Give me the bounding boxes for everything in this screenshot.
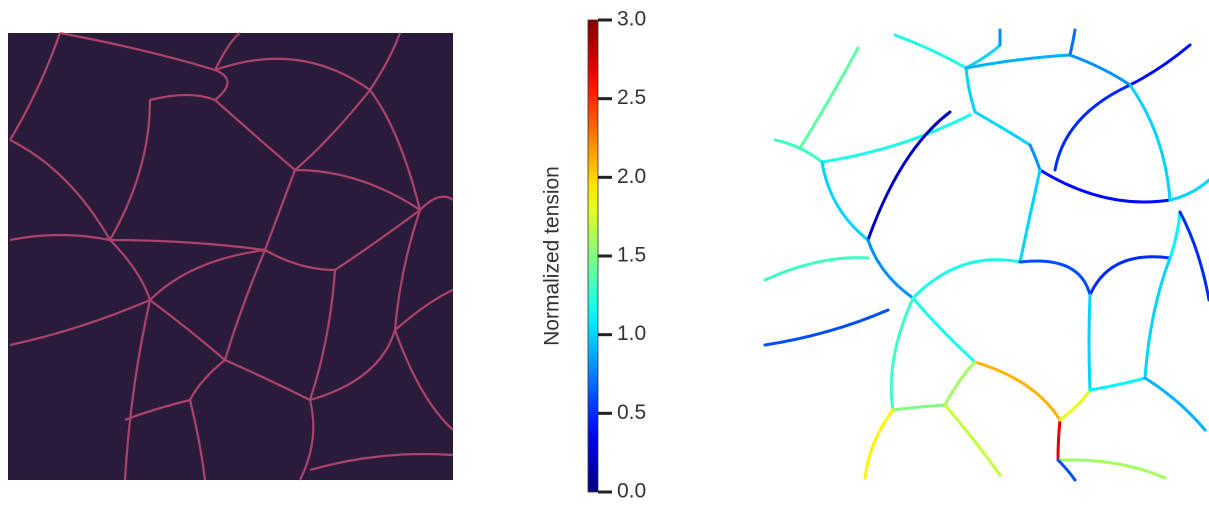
network-edge bbox=[893, 405, 945, 410]
network-edge bbox=[1070, 30, 1075, 55]
network-edge bbox=[765, 310, 888, 345]
network-edge bbox=[1055, 85, 1130, 170]
colorbar-tick-label: 1.0 bbox=[617, 322, 646, 345]
colorbar-tick-label: 3.0 bbox=[617, 8, 646, 31]
network-edge bbox=[966, 55, 1070, 68]
network-edge bbox=[891, 298, 913, 410]
network-edge bbox=[966, 68, 975, 112]
network-edge bbox=[1058, 460, 1165, 478]
network-edge bbox=[1090, 257, 1170, 295]
network-edge bbox=[1090, 378, 1145, 390]
network-edge bbox=[975, 112, 1030, 145]
colorbar-tick-label: 2.0 bbox=[617, 165, 646, 188]
network-edge bbox=[822, 162, 868, 240]
network-edge bbox=[865, 410, 893, 478]
network-edge bbox=[775, 140, 822, 162]
network-edge bbox=[765, 258, 868, 280]
network-edge bbox=[1058, 460, 1075, 480]
network-edge bbox=[1130, 85, 1170, 200]
network-edge bbox=[1020, 261, 1090, 295]
network-edge bbox=[1020, 170, 1040, 262]
network-edge bbox=[1040, 170, 1170, 202]
network-edge bbox=[868, 240, 913, 298]
network-edge bbox=[913, 260, 1020, 298]
network-edge bbox=[895, 35, 966, 68]
network-edge bbox=[1030, 145, 1040, 170]
network-edge bbox=[1145, 378, 1205, 430]
network-edge bbox=[975, 362, 1060, 420]
colorbar-tick-label: 1.5 bbox=[617, 244, 646, 267]
network-edge bbox=[1130, 45, 1190, 85]
colorbar-tick-label: 0.5 bbox=[617, 401, 646, 424]
network-edge bbox=[822, 115, 970, 162]
colorbar-label: Normalized tension bbox=[541, 166, 564, 346]
network-edge bbox=[1060, 390, 1090, 420]
microscopy-image bbox=[8, 33, 453, 480]
network-edge bbox=[1170, 180, 1209, 200]
network-edge bbox=[945, 405, 1000, 475]
colorbar-tick-label: 0.0 bbox=[617, 480, 646, 503]
network-edge bbox=[1145, 258, 1170, 378]
network-edge bbox=[1070, 55, 1130, 85]
figure: Normalized tension 0.0 0.5 1.0 1.5 2.0 2.5 3.0 bbox=[0, 0, 1209, 508]
network-edge bbox=[1180, 212, 1209, 300]
network-edge bbox=[945, 362, 975, 405]
colorbar bbox=[588, 20, 598, 492]
network-edge bbox=[1170, 212, 1180, 258]
network-edge bbox=[913, 298, 975, 362]
network-edge bbox=[1058, 420, 1060, 460]
network-edge bbox=[800, 48, 858, 148]
tension-network bbox=[765, 30, 1209, 480]
network-edge bbox=[1089, 295, 1090, 390]
colorbar-tick-label: 2.5 bbox=[617, 86, 646, 109]
